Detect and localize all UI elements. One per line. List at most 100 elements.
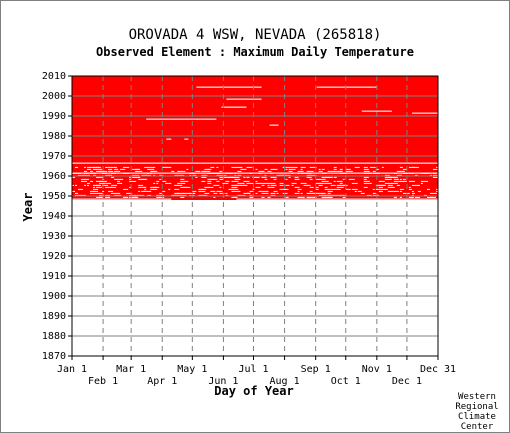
missing-speckle (345, 188, 349, 190)
y-tick-label: 1990 (42, 111, 66, 122)
missing-speckle (333, 194, 338, 196)
missing-speckle (255, 186, 261, 188)
missing-speckle (243, 184, 246, 186)
missing-speckle (87, 168, 92, 170)
missing-speckle (189, 194, 192, 196)
missing-segment (72, 172, 438, 174)
missing-speckle (156, 196, 161, 198)
missing-speckle (105, 170, 108, 172)
missing-speckle (255, 168, 258, 170)
missing-speckle (324, 182, 332, 184)
missing-speckle (270, 194, 276, 196)
missing-speckle (99, 192, 104, 194)
missing-speckle (198, 188, 204, 190)
missing-speckle (417, 184, 420, 186)
missing-speckle (315, 178, 320, 180)
missing-speckle (234, 196, 237, 198)
missing-speckle (150, 166, 156, 168)
missing-speckle (84, 174, 91, 176)
missing-speckle (114, 166, 118, 168)
missing-speckle (285, 184, 290, 186)
y-tick-label: 1940 (42, 211, 66, 222)
missing-speckle (270, 184, 277, 186)
missing-speckle (291, 184, 294, 186)
missing-speckle (315, 192, 323, 194)
missing-speckle (246, 176, 250, 178)
missing-speckle (378, 180, 385, 182)
missing-speckle (267, 170, 272, 172)
missing-speckle (297, 192, 300, 194)
missing-speckle (396, 184, 400, 186)
missing-speckle (147, 168, 155, 170)
missing-speckle (180, 178, 185, 180)
missing-speckle (216, 166, 219, 168)
missing-segment (361, 110, 392, 112)
missing-speckle (138, 194, 145, 196)
missing-speckle (306, 184, 311, 186)
missing-speckle (213, 196, 216, 198)
missing-speckle (171, 170, 175, 172)
missing-speckle (351, 188, 358, 190)
missing-speckle (399, 180, 405, 182)
missing-speckle (375, 188, 379, 190)
missing-speckle (396, 178, 399, 180)
missing-speckle (114, 178, 122, 180)
missing-speckle (96, 166, 102, 168)
missing-speckle (144, 186, 147, 188)
missing-speckle (141, 186, 146, 188)
missing-speckle (180, 196, 185, 198)
missing-speckle (282, 192, 288, 194)
missing-speckle (363, 170, 370, 172)
missing-speckle (327, 190, 333, 192)
missing-speckle (219, 176, 227, 178)
y-tick-label: 1910 (42, 271, 66, 282)
missing-speckle (411, 184, 419, 186)
missing-speckle (273, 178, 277, 180)
missing-speckle (216, 174, 223, 176)
missing-speckle (321, 194, 327, 196)
missing-speckle (396, 170, 401, 172)
missing-speckle (312, 196, 317, 198)
x-axis: Jan 1 Mar 1 May 1 Jul 1 Sep 1 Nov 1 Dec 31 Feb … (57, 356, 456, 387)
x-tick-label: Jun 1 (208, 376, 238, 387)
missing-segment (411, 112, 438, 114)
missing-speckle (273, 190, 278, 192)
missing-speckle (135, 196, 138, 198)
missing-speckle (264, 178, 268, 180)
missing-speckle (306, 192, 311, 194)
missing-speckle (336, 186, 344, 188)
missing-speckle (336, 188, 341, 190)
missing-speckle (132, 174, 140, 176)
missing-speckle (285, 196, 289, 198)
y-tick-label: 1870 (42, 351, 66, 362)
missing-speckle (429, 192, 437, 194)
missing-speckle (78, 188, 84, 190)
missing-speckle (327, 170, 331, 172)
missing-speckle (123, 188, 127, 190)
missing-speckle (126, 188, 129, 190)
missing-speckle (309, 166, 317, 168)
missing-speckle (111, 192, 115, 194)
missing-speckle (393, 178, 398, 180)
missing-speckle (300, 168, 303, 170)
missing-segment (221, 106, 247, 108)
missing-speckle (255, 180, 258, 182)
missing-speckle (381, 184, 385, 186)
missing-speckle (393, 180, 401, 182)
missing-speckle (162, 190, 166, 192)
missing-speckle (291, 182, 297, 184)
missing-segment (316, 86, 377, 88)
chart-title: OROVADA 4 WSW, NEVADA (265818) (129, 27, 382, 43)
missing-speckle (231, 186, 238, 188)
missing-speckle (294, 192, 298, 194)
missing-speckle (114, 192, 121, 194)
missing-speckle (105, 194, 111, 196)
missing-speckle (321, 180, 329, 182)
missing-speckle (93, 186, 96, 188)
missing-speckle (225, 194, 229, 196)
missing-speckle (153, 174, 156, 176)
missing-speckle (183, 186, 191, 188)
missing-speckle (225, 180, 230, 182)
missing-speckle (153, 182, 156, 184)
